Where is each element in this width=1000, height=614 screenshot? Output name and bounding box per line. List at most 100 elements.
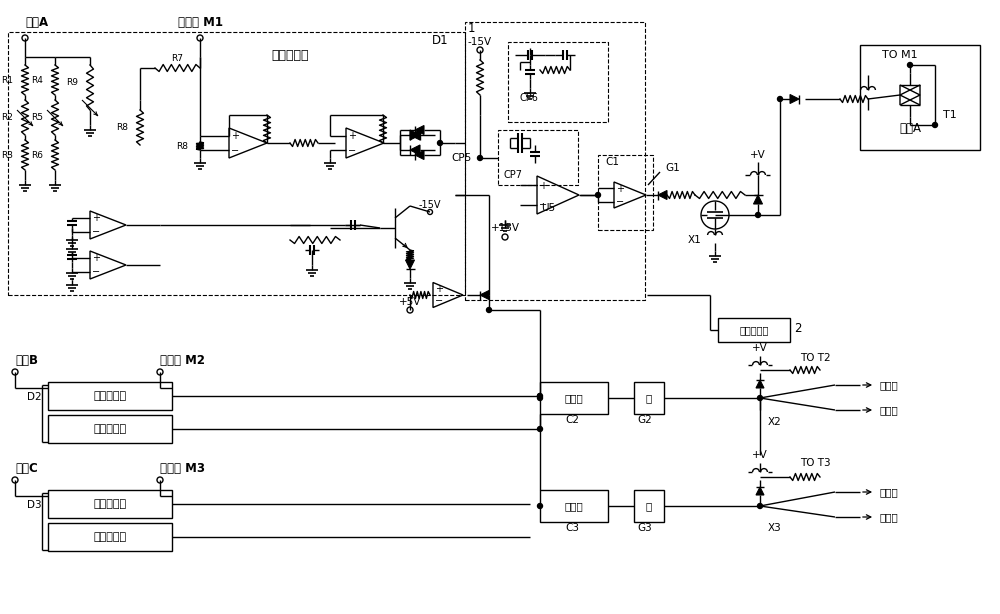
Text: D1: D1 xyxy=(432,34,448,47)
Text: +V: +V xyxy=(752,343,768,353)
Circle shape xyxy=(486,308,492,313)
Polygon shape xyxy=(410,145,420,155)
Text: 比较器: 比较器 xyxy=(565,393,583,403)
Circle shape xyxy=(538,394,542,398)
Bar xyxy=(598,155,653,230)
Bar xyxy=(508,42,608,122)
Text: +5V: +5V xyxy=(399,297,421,307)
Text: 相线A: 相线A xyxy=(899,122,921,134)
Text: 高频振蕩器: 高频振蕩器 xyxy=(739,325,769,335)
Text: T1: T1 xyxy=(943,110,957,120)
Text: +: + xyxy=(231,131,239,141)
Text: 比较器: 比较器 xyxy=(565,501,583,511)
Text: −: − xyxy=(92,227,100,237)
Text: TO T2: TO T2 xyxy=(800,353,830,363)
Circle shape xyxy=(538,427,542,432)
Text: 相位检测器: 相位检测器 xyxy=(271,49,309,61)
Bar xyxy=(718,318,790,342)
Circle shape xyxy=(758,503,763,508)
Text: 到阴极: 到阴极 xyxy=(880,512,899,522)
Text: 门: 门 xyxy=(646,393,652,403)
Text: +V: +V xyxy=(750,150,766,160)
Bar xyxy=(498,130,578,185)
Text: C2: C2 xyxy=(565,415,579,425)
Bar xyxy=(540,382,608,414)
Text: −: − xyxy=(231,146,239,155)
Circle shape xyxy=(907,63,912,68)
Polygon shape xyxy=(410,130,420,140)
Text: R9: R9 xyxy=(66,77,78,87)
Text: +V: +V xyxy=(752,450,768,460)
Polygon shape xyxy=(480,290,489,300)
Circle shape xyxy=(777,96,782,101)
Text: 2: 2 xyxy=(794,322,802,335)
Text: U5: U5 xyxy=(541,203,555,213)
Circle shape xyxy=(538,394,542,398)
Text: 电机线 M2: 电机线 M2 xyxy=(160,354,205,367)
Text: −: − xyxy=(348,146,356,155)
Text: 到阴极: 到阴极 xyxy=(880,405,899,415)
Circle shape xyxy=(538,395,542,400)
Circle shape xyxy=(932,123,937,128)
Bar xyxy=(8,32,465,295)
Text: -15V: -15V xyxy=(468,37,492,47)
Bar xyxy=(48,382,172,410)
Text: X2: X2 xyxy=(768,417,782,427)
Bar xyxy=(465,22,645,300)
Text: 相位检测器: 相位检测器 xyxy=(93,391,127,401)
Text: C3: C3 xyxy=(565,523,579,533)
Circle shape xyxy=(758,395,763,400)
Text: G3: G3 xyxy=(638,523,652,533)
Bar xyxy=(860,45,980,150)
Text: +: + xyxy=(539,181,547,190)
Polygon shape xyxy=(756,487,764,495)
Text: +15V: +15V xyxy=(490,223,520,233)
Polygon shape xyxy=(415,125,424,134)
Text: −: − xyxy=(92,267,100,277)
Polygon shape xyxy=(658,190,667,200)
Circle shape xyxy=(478,155,482,160)
Text: TO M1: TO M1 xyxy=(882,50,918,60)
Text: R4: R4 xyxy=(31,76,43,85)
Text: 电机线 M3: 电机线 M3 xyxy=(160,462,205,475)
Text: 斜坡发生器: 斜坡发生器 xyxy=(93,424,127,434)
Text: +: + xyxy=(348,131,356,141)
Text: 门: 门 xyxy=(646,501,652,511)
Text: R8: R8 xyxy=(176,141,188,150)
Text: R7: R7 xyxy=(171,53,183,63)
Text: X1: X1 xyxy=(688,235,702,245)
Circle shape xyxy=(538,503,542,508)
Text: 相线B: 相线B xyxy=(15,354,38,367)
Circle shape xyxy=(756,212,761,217)
Text: R8: R8 xyxy=(116,123,128,131)
Text: −: − xyxy=(539,200,547,209)
Text: 到门极: 到门极 xyxy=(880,380,899,390)
Text: +: + xyxy=(92,253,100,263)
Text: R1: R1 xyxy=(1,76,13,85)
Text: CP7: CP7 xyxy=(503,170,522,180)
Text: 相位检测器: 相位检测器 xyxy=(93,499,127,509)
Text: 相线C: 相线C xyxy=(15,462,38,475)
Text: X3: X3 xyxy=(768,523,782,533)
Text: -15V: -15V xyxy=(419,200,441,210)
Text: D3: D3 xyxy=(27,500,42,510)
Text: 电机线 M1: 电机线 M1 xyxy=(178,15,223,28)
Text: −: − xyxy=(616,196,624,206)
Text: R2: R2 xyxy=(1,112,13,122)
Polygon shape xyxy=(790,95,799,104)
Text: CP6: CP6 xyxy=(520,93,539,103)
Text: −: − xyxy=(435,296,443,306)
Text: TO T3: TO T3 xyxy=(800,458,830,468)
Text: G2: G2 xyxy=(638,415,652,425)
Text: +: + xyxy=(435,284,443,293)
Bar xyxy=(48,415,172,443)
Bar xyxy=(48,490,172,518)
Text: +: + xyxy=(616,184,624,193)
Text: R3: R3 xyxy=(1,150,13,160)
Text: 1: 1 xyxy=(468,21,476,34)
Circle shape xyxy=(596,193,600,198)
Bar xyxy=(540,490,608,522)
Text: 相线A: 相线A xyxy=(25,15,48,28)
Bar xyxy=(48,523,172,551)
Polygon shape xyxy=(415,150,424,160)
